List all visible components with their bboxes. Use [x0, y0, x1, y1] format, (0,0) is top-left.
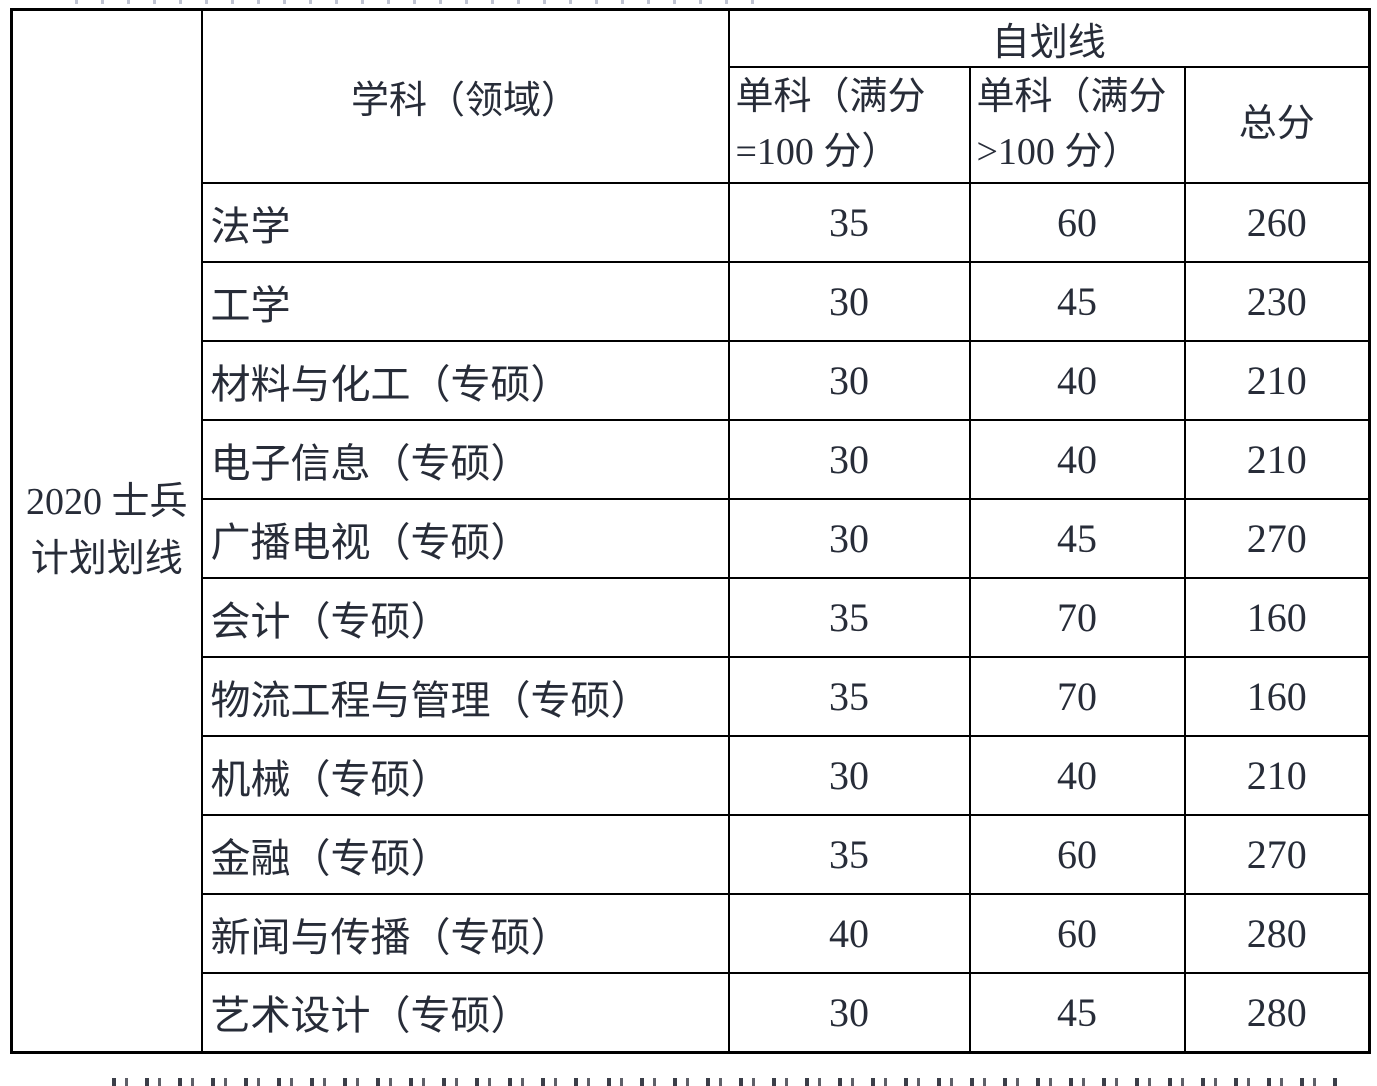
single-gt100-cell: 60	[968, 814, 1186, 895]
truncated-text-bottom	[112, 1078, 1337, 1086]
group-column-header: 自划线	[727, 8, 1371, 68]
score-cutoff-table: 2020 士兵 计划划线 学科（领域） 自划线 单科（满分 =100 分） 单科…	[10, 8, 1372, 1054]
total-cell: 280	[1183, 972, 1371, 1053]
total-cell: 270	[1183, 814, 1371, 895]
table-row: 电子信息（专硕） 30 40 210	[12, 419, 1371, 500]
subject-cell: 电子信息（专硕）	[200, 419, 730, 500]
single-100-cell: 30	[727, 972, 971, 1053]
single-gt100-cell: 40	[968, 419, 1186, 500]
total-cell: 160	[1183, 656, 1371, 737]
single-gt100-cell: 45	[968, 261, 1186, 342]
table-row: 材料与化工（专硕） 30 40 210	[12, 340, 1371, 421]
table-row: 物流工程与管理（专硕） 35 70 160	[12, 656, 1371, 737]
subject-cell: 新闻与传播（专硕）	[200, 893, 730, 974]
table-row: 新闻与传播（专硕） 40 60 280	[12, 893, 1371, 974]
single-subject-gt100-header: 单科（满分 >100 分）	[968, 66, 1186, 184]
single-100-cell: 30	[727, 261, 971, 342]
truncated-text-top	[75, 0, 765, 4]
single-gt100-cell: 70	[968, 656, 1186, 737]
total-cell: 230	[1183, 261, 1371, 342]
total-cell: 210	[1183, 735, 1371, 816]
single-100-cell: 35	[727, 577, 971, 658]
header-row-columns: 单科（满分 =100 分） 单科（满分 >100 分） 总分	[12, 66, 1371, 184]
single-gt100-cell: 40	[968, 340, 1186, 421]
subject-cell: 艺术设计（专硕）	[200, 972, 730, 1053]
single-100-cell: 30	[727, 735, 971, 816]
table-row: 工学 30 45 230	[12, 261, 1371, 342]
single-100-cell: 30	[727, 498, 971, 579]
single-gt100-cell: 60	[968, 182, 1186, 263]
subject-cell: 机械（专硕）	[200, 735, 730, 816]
table-row: 艺术设计（专硕） 30 45 280	[12, 972, 1371, 1053]
subject-cell: 广播电视（专硕）	[200, 498, 730, 579]
header-row-group: 2020 士兵 计划划线 学科（领域） 自划线	[10, 8, 1371, 1053]
subject-cell: 材料与化工（专硕）	[200, 340, 730, 421]
single-gt100-cell: 45	[968, 498, 1186, 579]
subject-cell: 工学	[200, 261, 730, 342]
subject-column-header: 学科（领域）	[200, 8, 730, 184]
subject-cell: 法学	[200, 182, 730, 263]
total-cell: 280	[1183, 893, 1371, 974]
table-row: 广播电视（专硕） 30 45 270	[12, 498, 1371, 579]
single-subject-full100-header: 单科（满分 =100 分）	[727, 66, 971, 184]
total-cell: 270	[1183, 498, 1371, 579]
single-100-cell: 30	[727, 419, 971, 500]
single-100-cell: 30	[727, 340, 971, 421]
total-cell: 160	[1183, 577, 1371, 658]
single-100-cell: 35	[727, 656, 971, 737]
table-row: 法学 35 60 260	[12, 182, 1371, 263]
total-cell: 210	[1183, 340, 1371, 421]
single-gt100-cell: 60	[968, 893, 1186, 974]
single-100-cell: 35	[727, 182, 971, 263]
subject-cell: 金融（专硕）	[200, 814, 730, 895]
subject-cell: 会计（专硕）	[200, 577, 730, 658]
single-gt100-cell: 70	[968, 577, 1186, 658]
table-row: 会计（专硕） 35 70 160	[12, 577, 1371, 658]
total-score-header: 总分	[1183, 66, 1371, 184]
table-row: 机械（专硕） 30 40 210	[12, 735, 1371, 816]
subject-cell: 物流工程与管理（专硕）	[200, 656, 730, 737]
row-group-label: 2020 士兵 计划划线	[10, 8, 203, 1053]
total-cell: 210	[1183, 419, 1371, 500]
single-gt100-cell: 45	[968, 972, 1186, 1053]
single-100-cell: 40	[727, 893, 971, 974]
single-gt100-cell: 40	[968, 735, 1186, 816]
total-cell: 260	[1183, 182, 1371, 263]
single-100-cell: 35	[727, 814, 971, 895]
table-row: 金融（专硕） 35 60 270	[12, 814, 1371, 895]
